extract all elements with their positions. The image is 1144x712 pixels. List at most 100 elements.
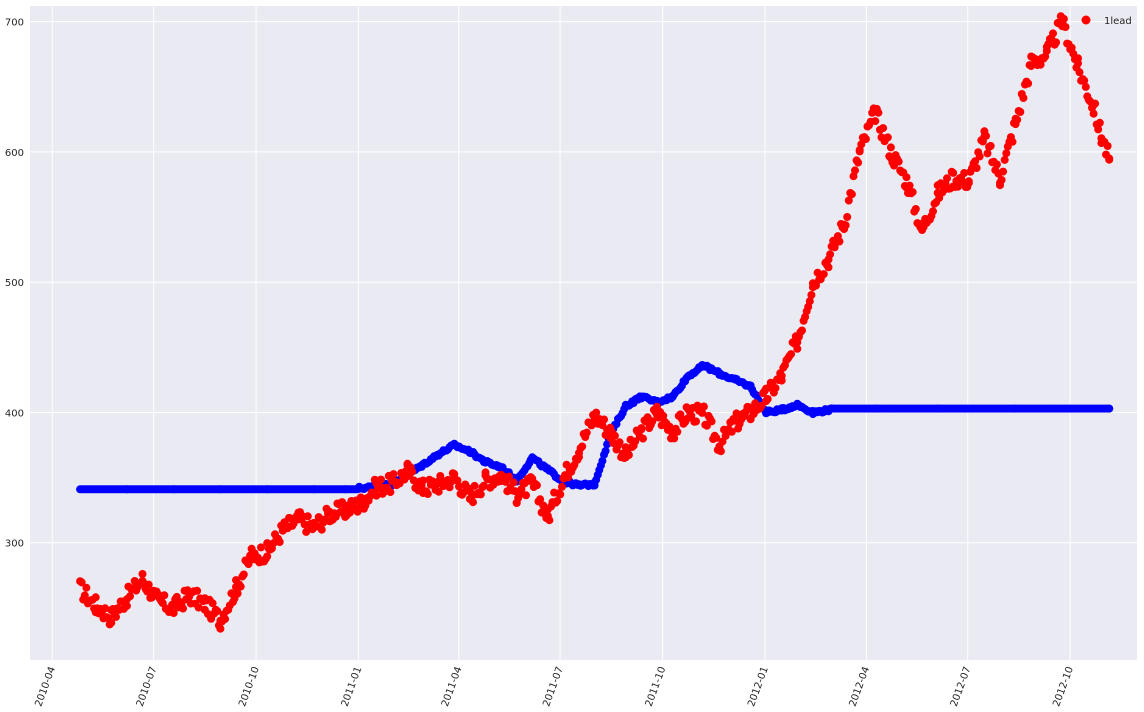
1lead-point bbox=[536, 495, 545, 504]
1lead-point bbox=[648, 417, 657, 426]
1lead-point bbox=[1042, 46, 1051, 55]
legend: 1lead bbox=[1081, 15, 1132, 27]
1lead-point bbox=[824, 263, 833, 272]
1lead-point bbox=[844, 196, 853, 205]
x-tick-label: 2011-01 bbox=[340, 665, 365, 708]
1lead-point bbox=[545, 516, 554, 525]
1lead-point bbox=[777, 376, 786, 385]
1lead-point bbox=[819, 270, 828, 279]
1lead-point bbox=[233, 589, 242, 598]
1lead-point bbox=[964, 179, 973, 188]
1lead-point bbox=[82, 583, 91, 592]
1lead-point bbox=[419, 476, 428, 485]
1lead-point bbox=[553, 497, 562, 505]
1lead-point bbox=[557, 482, 566, 491]
x-tick-label: 2011-07 bbox=[541, 665, 566, 708]
1lead-point bbox=[960, 169, 969, 177]
1lead-point bbox=[263, 552, 272, 561]
1lead-point bbox=[453, 476, 462, 485]
1lead-point bbox=[992, 160, 1001, 169]
x-tick-label: 2012-01 bbox=[746, 665, 771, 708]
1lead-point bbox=[699, 402, 708, 411]
1lead-point bbox=[905, 181, 914, 190]
1lead-point bbox=[975, 152, 984, 161]
1lead-point bbox=[138, 570, 147, 578]
x-tick-label: 2010-07 bbox=[135, 665, 160, 708]
1lead-point bbox=[894, 157, 903, 166]
1lead-point bbox=[943, 174, 951, 183]
1lead-point bbox=[1052, 38, 1061, 47]
1lead-point bbox=[1091, 99, 1100, 108]
1lead-point bbox=[208, 599, 217, 608]
1lead-point bbox=[578, 442, 587, 451]
1lead-point bbox=[193, 586, 202, 595]
1lead-point bbox=[798, 326, 806, 335]
1lead-point bbox=[665, 422, 674, 431]
1lead-point bbox=[1002, 149, 1011, 158]
1lead-point bbox=[861, 135, 870, 144]
1lead-point bbox=[986, 141, 995, 150]
1lead-point bbox=[972, 164, 981, 172]
1lead-point bbox=[953, 182, 962, 191]
1lead-point bbox=[275, 538, 284, 546]
1lead-point bbox=[911, 205, 920, 213]
x-tick-label: 2012-04 bbox=[848, 665, 873, 708]
plot-background bbox=[30, 6, 1137, 660]
1lead-point bbox=[91, 593, 100, 602]
1lead-point bbox=[372, 491, 381, 500]
1lead-point bbox=[239, 570, 248, 579]
1lead-point bbox=[77, 578, 86, 587]
1lead-point bbox=[522, 491, 530, 500]
1lead-point bbox=[698, 408, 707, 417]
x-tick-label: 2011-04 bbox=[440, 665, 465, 708]
x-tick-label: 2011-10 bbox=[644, 665, 669, 708]
1lead-point bbox=[763, 395, 772, 403]
1lead-point bbox=[879, 124, 888, 133]
1lead-point bbox=[112, 612, 120, 621]
1lead-point bbox=[1013, 115, 1022, 124]
1lead-point bbox=[144, 580, 153, 589]
1lead-point bbox=[855, 147, 864, 156]
1lead-point bbox=[389, 470, 398, 479]
1lead-point bbox=[835, 237, 844, 246]
1lead-point bbox=[793, 344, 802, 353]
1lead-point bbox=[670, 434, 679, 443]
1lead-point bbox=[847, 190, 856, 199]
1lead-point bbox=[556, 490, 565, 499]
1lead-point bbox=[122, 601, 131, 610]
1lead-point bbox=[1036, 60, 1045, 69]
1lead-point bbox=[692, 417, 700, 426]
1lead-point bbox=[983, 149, 992, 158]
y-tick-label: 600 bbox=[5, 148, 24, 159]
1lead-point bbox=[874, 108, 883, 117]
y-tick-label: 500 bbox=[5, 278, 24, 289]
1lead-point bbox=[236, 582, 245, 591]
1lead-point bbox=[575, 453, 583, 462]
y-tick-label: 300 bbox=[5, 539, 24, 550]
1lead-point bbox=[857, 140, 866, 149]
1lead-point bbox=[851, 166, 859, 175]
x-tick-label: 2012-10 bbox=[1051, 665, 1076, 708]
1lead-point bbox=[434, 487, 443, 496]
y-tick-label: 700 bbox=[5, 18, 24, 29]
1lead-point bbox=[592, 408, 601, 417]
1lead-point bbox=[377, 475, 385, 484]
1lead-point bbox=[423, 490, 432, 498]
1lead-point bbox=[886, 143, 895, 152]
1lead-point bbox=[712, 433, 721, 442]
1lead-point bbox=[841, 221, 850, 230]
1lead-point bbox=[637, 424, 646, 433]
1lead-point bbox=[1024, 79, 1033, 88]
1lead-point bbox=[1080, 76, 1089, 85]
blue-series-point bbox=[1105, 404, 1114, 413]
1lead-point bbox=[982, 131, 990, 140]
1lead-point bbox=[303, 512, 312, 521]
1lead-point bbox=[126, 592, 134, 601]
1lead-point bbox=[771, 384, 780, 393]
1lead-point bbox=[639, 434, 647, 443]
1lead-point bbox=[787, 350, 796, 359]
1lead-point bbox=[479, 481, 488, 490]
1lead-point bbox=[169, 609, 178, 618]
1lead-point bbox=[80, 591, 89, 600]
1lead-point bbox=[221, 615, 230, 624]
